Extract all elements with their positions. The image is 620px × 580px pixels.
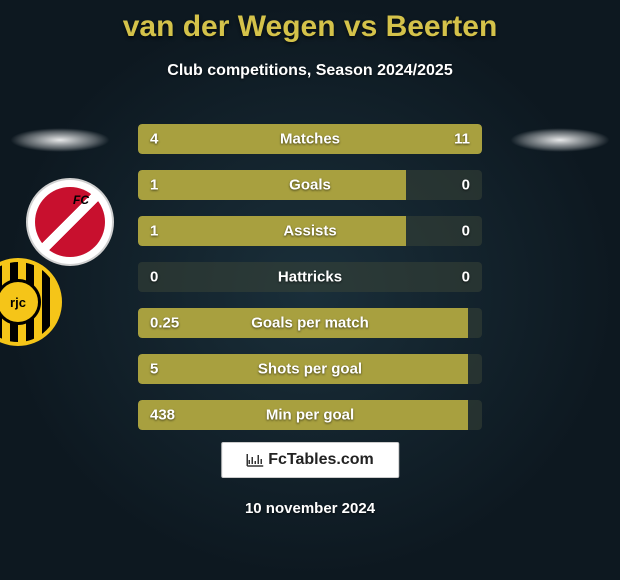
stat-row: 00Hattricks xyxy=(138,262,482,292)
badge-shadow-right xyxy=(510,128,610,152)
roda-jc-circle-icon: rjc xyxy=(0,279,41,325)
subtitle: Club competitions, Season 2024/2025 xyxy=(0,62,620,80)
page-title: van der Wegen vs Beerten xyxy=(0,0,620,44)
stat-label: Min per goal xyxy=(138,407,482,424)
badge-shadow-left xyxy=(10,128,110,152)
stat-row: 411Matches xyxy=(138,124,482,154)
footer-brand-text: FcTables.com xyxy=(268,451,374,469)
stat-label: Goals per match xyxy=(138,315,482,332)
player-right-badge: rjc xyxy=(0,258,62,346)
stat-label: Goals xyxy=(138,177,482,194)
stat-row: 5Shots per goal xyxy=(138,354,482,384)
stat-label: Assists xyxy=(138,223,482,240)
stat-label: Shots per goal xyxy=(138,361,482,378)
stat-label: Matches xyxy=(138,131,482,148)
footer-brand: FcTables.com xyxy=(221,442,399,478)
chart-icon xyxy=(246,453,264,467)
player-left-badge: FC xyxy=(26,178,114,266)
stat-row: 0.25Goals per match xyxy=(138,308,482,338)
stat-row: 10Assists xyxy=(138,216,482,246)
badge-right-text: rjc xyxy=(10,295,26,310)
badge-left-text: FC xyxy=(73,193,89,207)
stat-row: 438Min per goal xyxy=(138,400,482,430)
stat-label: Hattricks xyxy=(138,269,482,286)
fc-utrecht-shield-icon: FC xyxy=(35,187,105,257)
stats-container: 411Matches 10Goals 10Assists 00Hattricks 0.2… xyxy=(138,124,482,446)
date-text: 10 november 2024 xyxy=(0,500,620,517)
stat-row: 10Goals xyxy=(138,170,482,200)
